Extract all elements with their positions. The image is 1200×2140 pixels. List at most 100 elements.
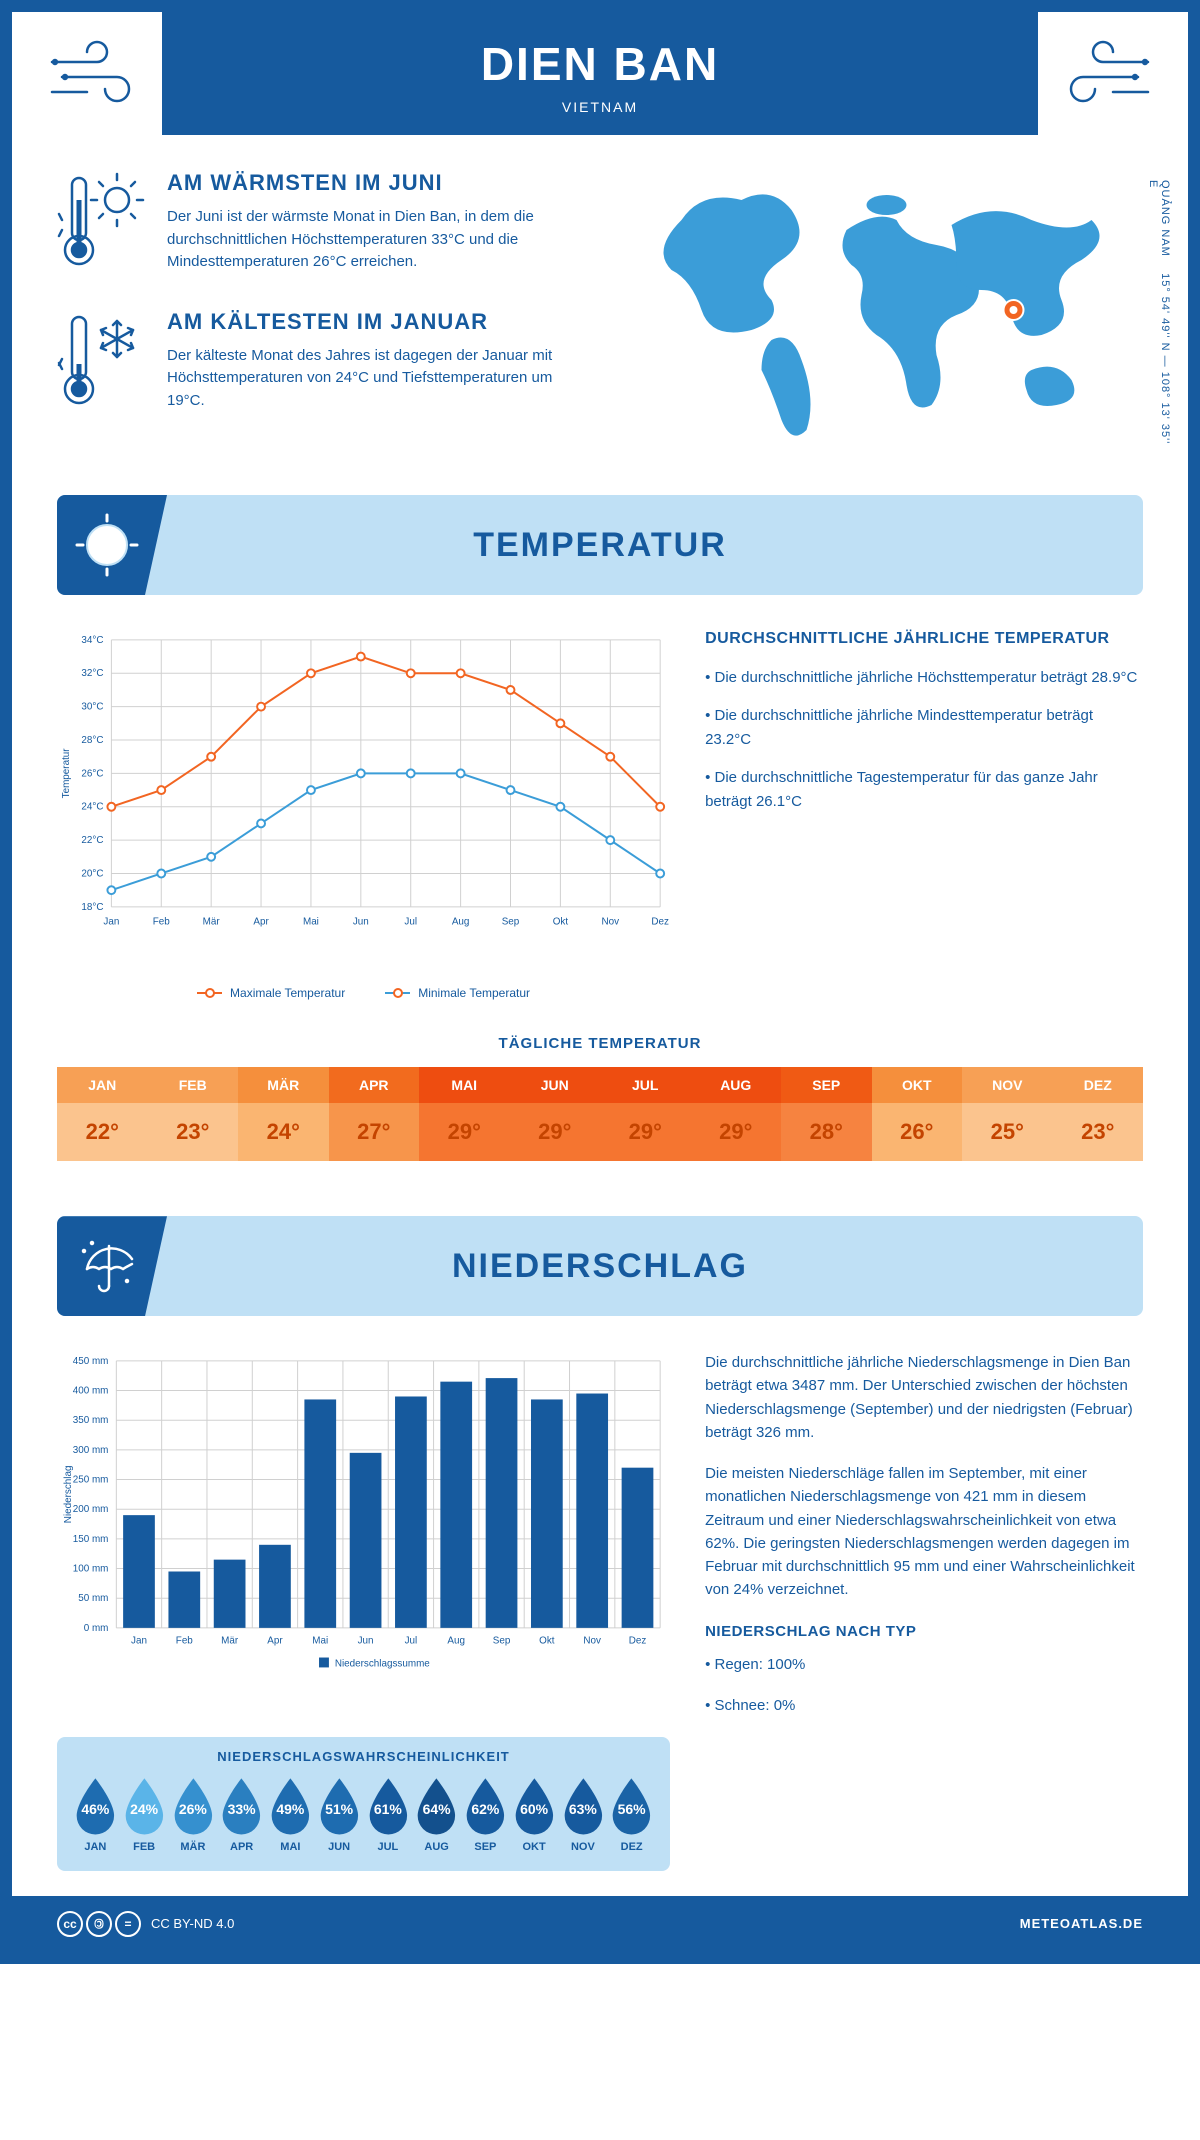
daily-temp-cell: NOV25° xyxy=(962,1067,1053,1161)
svg-text:30°C: 30°C xyxy=(81,702,103,713)
svg-text:450 mm: 450 mm xyxy=(73,1356,109,1367)
svg-text:Sep: Sep xyxy=(502,917,520,928)
cc-license-icons: cc🄯= xyxy=(57,1911,141,1937)
country-name: VIETNAM xyxy=(162,99,1038,115)
precipitation-probability-box: NIEDERSCHLAGSWAHRSCHEINLICHKEIT 46%JAN24… xyxy=(57,1737,670,1870)
daily-temp-cell: JAN22° xyxy=(57,1067,148,1161)
temperature-title: TEMPERATUR xyxy=(473,526,727,565)
daily-temp-cell: DEZ23° xyxy=(1053,1067,1144,1161)
svg-text:22°C: 22°C xyxy=(81,835,103,846)
svg-text:Jun: Jun xyxy=(353,917,369,928)
daily-temp-title: TÄGLICHE TEMPERATUR xyxy=(57,1035,1143,1052)
probability-drop: 63%NOV xyxy=(560,1776,607,1852)
svg-text:Mär: Mär xyxy=(203,917,221,928)
svg-text:200 mm: 200 mm xyxy=(73,1504,109,1515)
svg-text:26°C: 26°C xyxy=(81,768,103,779)
precipitation-section-header: NIEDERSCHLAG xyxy=(57,1216,1143,1316)
svg-text:24°C: 24°C xyxy=(81,802,103,813)
probability-drop: 49%MAI xyxy=(267,1776,314,1852)
svg-text:Feb: Feb xyxy=(153,917,171,928)
svg-text:0 mm: 0 mm xyxy=(84,1623,109,1634)
warmest-title: AM WÄRMSTEN IM JUNI xyxy=(167,170,580,196)
probability-drop: 61%JUL xyxy=(365,1776,412,1852)
svg-text:Jul: Jul xyxy=(404,917,417,928)
license-text: CC BY-ND 4.0 xyxy=(151,1916,234,1931)
daily-temp-cell: APR27° xyxy=(329,1067,420,1161)
probability-drop: 60%OKT xyxy=(511,1776,558,1852)
svg-text:50 mm: 50 mm xyxy=(78,1593,108,1604)
daily-temp-cell: OKT26° xyxy=(872,1067,963,1161)
warmest-fact: AM WÄRMSTEN IM JUNI Der Juni ist der wär… xyxy=(57,170,580,274)
svg-text:Aug: Aug xyxy=(452,917,470,928)
daily-temp-table: JAN22°FEB23°MÄR24°APR27°MAI29°JUN29°JUL2… xyxy=(57,1067,1143,1161)
svg-text:Sep: Sep xyxy=(493,1636,511,1647)
svg-text:Nov: Nov xyxy=(602,917,620,928)
daily-temp-cell: JUL29° xyxy=(600,1067,691,1161)
svg-text:20°C: 20°C xyxy=(81,868,103,879)
daily-temp-cell: JUN29° xyxy=(510,1067,601,1161)
site-name: METEOATLAS.DE xyxy=(1020,1916,1143,1931)
svg-text:34°C: 34°C xyxy=(81,635,103,646)
svg-text:Okt: Okt xyxy=(539,1636,555,1647)
daily-temp-cell: MAI29° xyxy=(419,1067,510,1161)
precipitation-bar-chart: 0 mm50 mm100 mm150 mm200 mm250 mm300 mm3… xyxy=(57,1351,670,1707)
city-name: DIEN BAN xyxy=(162,37,1038,91)
umbrella-icon xyxy=(57,1216,167,1316)
coldest-text: Der kälteste Monat des Jahres ist dagege… xyxy=(167,345,580,413)
daily-temp-cell: AUG29° xyxy=(691,1067,782,1161)
svg-text:150 mm: 150 mm xyxy=(73,1534,109,1545)
svg-text:Niederschlagssumme: Niederschlagssumme xyxy=(335,1659,430,1670)
title-banner: DIEN BAN VIETNAM xyxy=(162,12,1038,135)
daily-temp-cell: SEP28° xyxy=(781,1067,872,1161)
svg-text:Jan: Jan xyxy=(103,917,119,928)
svg-text:400 mm: 400 mm xyxy=(73,1386,109,1397)
coldest-title: AM KÄLTESTEN IM JANUAR xyxy=(167,309,580,335)
daily-temp-cell: FEB23° xyxy=(148,1067,239,1161)
temperature-line-chart: 18°C 20°C 22°C 24°C 26°C 28°C 30°C 32°C 34°C Jan F… xyxy=(57,630,670,966)
world-map xyxy=(620,170,1143,450)
temperature-section-header: TEMPERATUR xyxy=(57,495,1143,595)
svg-text:Apr: Apr xyxy=(253,917,269,928)
svg-text:Jul: Jul xyxy=(405,1636,418,1647)
svg-text:Jan: Jan xyxy=(131,1636,147,1647)
svg-text:28°C: 28°C xyxy=(81,735,103,746)
thermometer-snow-icon xyxy=(57,309,147,409)
svg-text:300 mm: 300 mm xyxy=(73,1445,109,1456)
svg-text:350 mm: 350 mm xyxy=(73,1415,109,1426)
svg-text:18°C: 18°C xyxy=(81,902,103,913)
svg-text:Mai: Mai xyxy=(303,917,319,928)
header: DIEN BAN VIETNAM xyxy=(12,12,1188,135)
svg-text:Nov: Nov xyxy=(583,1636,601,1647)
probability-drop: 62%SEP xyxy=(462,1776,509,1852)
probability-drop: 26%MÄR xyxy=(170,1776,217,1852)
svg-text:Dez: Dez xyxy=(629,1636,647,1647)
svg-text:Feb: Feb xyxy=(176,1636,194,1647)
svg-text:100 mm: 100 mm xyxy=(73,1564,109,1575)
probability-drop: 56%DEZ xyxy=(608,1776,655,1852)
svg-text:Apr: Apr xyxy=(267,1636,283,1647)
coordinates: QUẢNG NAM 15° 54' 49'' N — 108° 13' 35''… xyxy=(1147,180,1171,455)
warmest-text: Der Juni ist der wärmste Monat in Dien B… xyxy=(167,206,580,274)
svg-text:Aug: Aug xyxy=(447,1636,465,1647)
probability-drop: 24%FEB xyxy=(121,1776,168,1852)
svg-text:Okt: Okt xyxy=(553,917,569,928)
probability-drop: 33%APR xyxy=(218,1776,265,1852)
probability-drop: 51%JUN xyxy=(316,1776,363,1852)
svg-text:Niederschlag: Niederschlag xyxy=(63,1466,74,1524)
svg-text:Mai: Mai xyxy=(312,1636,328,1647)
daily-temp-cell: MÄR24° xyxy=(238,1067,329,1161)
sun-icon xyxy=(57,495,167,595)
svg-text:Dez: Dez xyxy=(651,917,669,928)
temperature-legend: .leg-line:nth-child(1)::after{border-col… xyxy=(57,986,670,1000)
precipitation-title: NIEDERSCHLAG xyxy=(452,1247,748,1286)
precipitation-info: Die durchschnittliche jährliche Niedersc… xyxy=(705,1351,1143,1870)
wind-decoration-icon xyxy=(1053,37,1153,119)
svg-text:Jun: Jun xyxy=(358,1636,374,1647)
svg-text:32°C: 32°C xyxy=(81,668,103,679)
coldest-fact: AM KÄLTESTEN IM JANUAR Der kälteste Mona… xyxy=(57,309,580,413)
temperature-info: DURCHSCHNITTLICHE JÄHRLICHE TEMPERATUR •… xyxy=(705,630,1143,1000)
probability-drop: 64%AUG xyxy=(413,1776,460,1852)
footer: cc🄯= CC BY-ND 4.0 METEOATLAS.DE xyxy=(12,1896,1188,1952)
probability-drop: 46%JAN xyxy=(72,1776,119,1852)
svg-text:Mär: Mär xyxy=(221,1636,239,1647)
